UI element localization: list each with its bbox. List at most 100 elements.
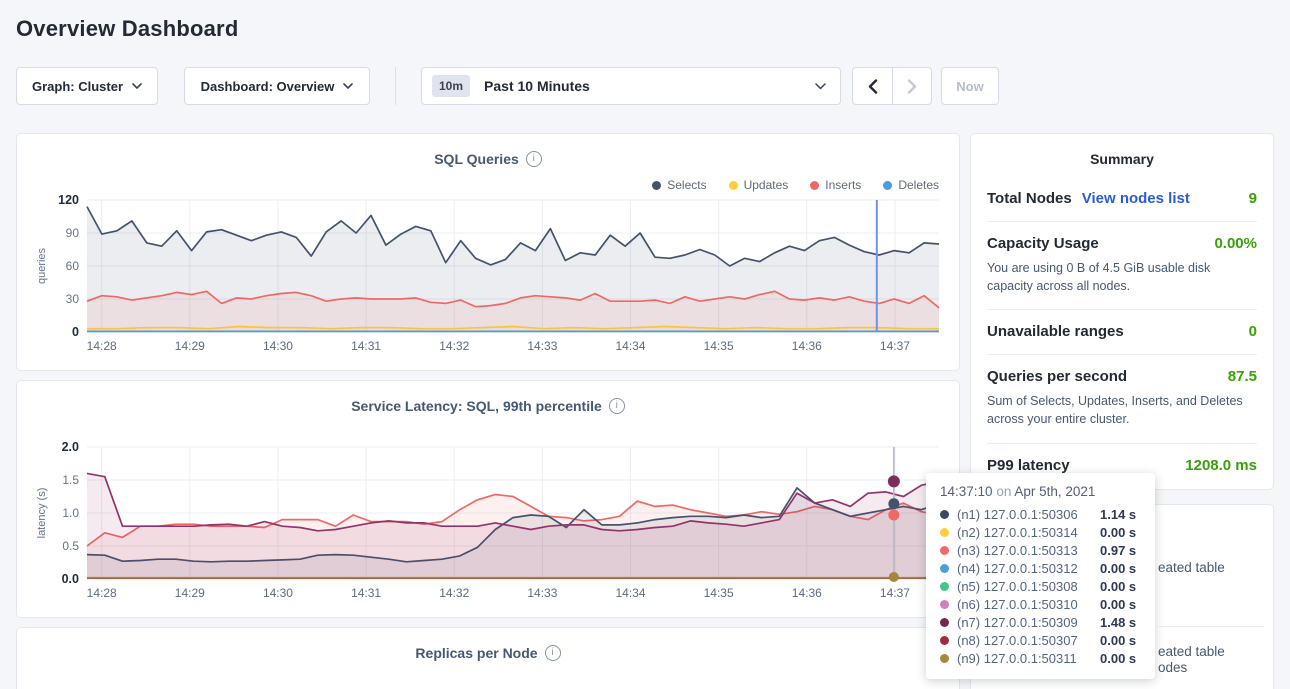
svg-text:14:37: 14:37 <box>880 586 910 600</box>
node-latency-value: 0.00 s <box>1100 560 1137 576</box>
node-latency-value: 0.00 s <box>1100 578 1137 594</box>
graph-dropdown-label: Graph: Cluster <box>31 78 123 94</box>
sql-queries-panel: SQL Queries i Selects Updates Inserts Delete… <box>16 133 960 371</box>
svg-text:2.0: 2.0 <box>62 441 79 454</box>
summary-label: Capacity Usage <box>987 235 1099 252</box>
sql-queries-chart[interactable]: 0 30 60 90 120 14:28 14:29 14:30 14:31 14:32 14:33… <box>33 193 945 363</box>
legend-label: Selects <box>667 178 707 192</box>
time-range-label: Past 10 Minutes <box>484 78 590 94</box>
dashboard-controls: Graph: Cluster Dashboard: Overview 10m P… <box>0 67 1290 105</box>
node-latency-value: 1.48 s <box>1100 614 1137 630</box>
previous-time-button[interactable] <box>853 68 892 104</box>
svg-text:14:35: 14:35 <box>704 586 734 600</box>
summary-label: Queries per second <box>987 368 1128 386</box>
summary-value: 9 <box>1248 190 1257 207</box>
chart-header: Replicas per Node i <box>33 644 943 662</box>
summary-row: Queries per second 87.5 Sum of Selects, Up… <box>987 354 1257 442</box>
node-latency-value: 0.00 s <box>1100 650 1137 666</box>
tooltip-node-row: (n4) 127.0.0.1:50312 0.00 s <box>940 559 1141 577</box>
now-button[interactable]: Now <box>941 67 999 105</box>
info-icon[interactable]: i <box>544 644 561 661</box>
summary-label: P99 latency <box>987 456 1070 474</box>
node-color-dot-icon <box>940 599 949 609</box>
svg-text:60: 60 <box>66 259 80 273</box>
summary-value: 0 <box>1248 323 1257 341</box>
summary-value: 0.00% <box>1214 235 1257 252</box>
dashboard-dropdown-label: Dashboard: Overview <box>200 78 335 94</box>
summary-description: Sum of Selects, Updates, Inserts, and De… <box>987 394 1243 427</box>
summary-title: Summary <box>1090 151 1154 167</box>
node-color-dot-icon <box>940 617 949 627</box>
legend-dot-icon <box>652 180 662 190</box>
svg-text:14:36: 14:36 <box>792 586 822 600</box>
svg-text:14:34: 14:34 <box>616 339 646 353</box>
legend-item-updates[interactable]: Updates <box>728 178 788 192</box>
svg-text:14:30: 14:30 <box>263 339 293 353</box>
svg-text:14:29: 14:29 <box>175 339 205 353</box>
svg-text:14:36: 14:36 <box>792 339 822 353</box>
node-latency-value: 0.00 s <box>1100 524 1137 540</box>
summary-panel: Summary Total Nodes View nodes list 9 Capac… <box>970 133 1274 490</box>
dashboard-dropdown[interactable]: Dashboard: Overview <box>184 67 370 105</box>
event-text-fragment: odes <box>1158 660 1188 675</box>
node-color-dot-icon <box>940 563 949 573</box>
event-text-fragment: eated table <box>1158 644 1225 659</box>
node-latency-value: 0.00 s <box>1100 632 1137 648</box>
tooltip-node-row: (n2) 127.0.0.1:50314 0.00 s <box>940 523 1141 541</box>
service-latency-chart[interactable]: 0.0 0.5 1.0 1.5 2.0 14:28 14:29 14:30 14:31 14:32… <box>33 440 945 610</box>
svg-text:0.5: 0.5 <box>62 539 79 553</box>
info-icon[interactable]: i <box>608 397 625 414</box>
legend-item-selects[interactable]: Selects <box>652 178 707 192</box>
node-color-dot-icon <box>940 635 949 645</box>
svg-text:latency (s): latency (s) <box>36 488 48 539</box>
controls-divider <box>395 67 396 105</box>
time-range-dropdown[interactable]: 10m Past 10 Minutes <box>421 67 841 105</box>
svg-text:14:37: 14:37 <box>880 339 910 353</box>
svg-text:queries: queries <box>36 247 48 284</box>
tooltip-node-row: (n7) 127.0.0.1:50309 1.48 s <box>940 613 1141 631</box>
node-color-dot-icon <box>940 527 949 537</box>
time-range-badge: 10m <box>432 75 471 97</box>
summary-rows: Total Nodes View nodes list 9 Capacity Usag… <box>987 177 1257 488</box>
svg-text:14:32: 14:32 <box>439 586 469 600</box>
summary-description: You are using 0 B of 4.5 GiB usable disk… <box>987 261 1211 294</box>
tooltip-timestamp: 14:37:10 on Apr 5th, 2021 <box>940 484 1096 499</box>
svg-text:0: 0 <box>72 325 79 339</box>
view-nodes-list-link[interactable]: View nodes list <box>1081 190 1190 207</box>
svg-text:14:28: 14:28 <box>87 339 117 353</box>
node-latency-value: 0.97 s <box>1100 542 1137 558</box>
node-color-dot-icon <box>940 581 949 591</box>
dashboard-layout: SQL Queries i Selects Updates Inserts Delete… <box>0 133 1290 689</box>
svg-text:120: 120 <box>58 194 79 207</box>
graph-dropdown[interactable]: Graph: Cluster <box>16 67 158 105</box>
svg-text:14:34: 14:34 <box>616 586 646 600</box>
node-color-dot-icon <box>940 509 949 519</box>
chart-header: SQL Queries i <box>33 150 943 168</box>
sql-queries-legend: Selects Updates Inserts Deletes <box>652 178 939 192</box>
svg-text:0.0: 0.0 <box>62 572 79 586</box>
event-text-fragment: eated table <box>1158 560 1225 575</box>
legend-item-inserts[interactable]: Inserts <box>810 178 861 192</box>
legend-dot-icon <box>883 180 893 190</box>
node-address: (n7) 127.0.0.1:50309 <box>957 614 1078 630</box>
svg-text:14:28: 14:28 <box>87 586 117 600</box>
node-color-dot-icon <box>940 653 949 663</box>
tooltip-rows: (n1) 127.0.0.1:50306 1.14 s (n2) 127.0.0.1… <box>940 505 1141 667</box>
info-icon[interactable]: i <box>525 150 542 167</box>
svg-text:14:33: 14:33 <box>527 586 557 600</box>
node-address: (n4) 127.0.0.1:50312 <box>957 560 1078 576</box>
legend-item-deletes[interactable]: Deletes <box>883 178 939 192</box>
node-address: (n8) 127.0.0.1:50307 <box>957 632 1078 648</box>
chart-title: Service Latency: SQL, 99th percentile <box>351 397 602 414</box>
legend-dot-icon <box>728 180 738 190</box>
legend-dot-icon <box>810 180 820 190</box>
node-color-dot-icon <box>940 545 949 555</box>
svg-text:14:29: 14:29 <box>175 586 205 600</box>
node-address: (n1) 127.0.0.1:50306 <box>957 506 1078 522</box>
tooltip-node-row: (n3) 127.0.0.1:50313 0.97 s <box>940 541 1141 559</box>
next-time-button[interactable] <box>892 68 931 104</box>
node-address: (n9) 127.0.0.1:50311 <box>957 650 1077 666</box>
svg-text:14:33: 14:33 <box>527 339 557 353</box>
tooltip-node-row: (n8) 127.0.0.1:50307 0.00 s <box>940 631 1141 649</box>
events-divider <box>1159 626 1264 627</box>
